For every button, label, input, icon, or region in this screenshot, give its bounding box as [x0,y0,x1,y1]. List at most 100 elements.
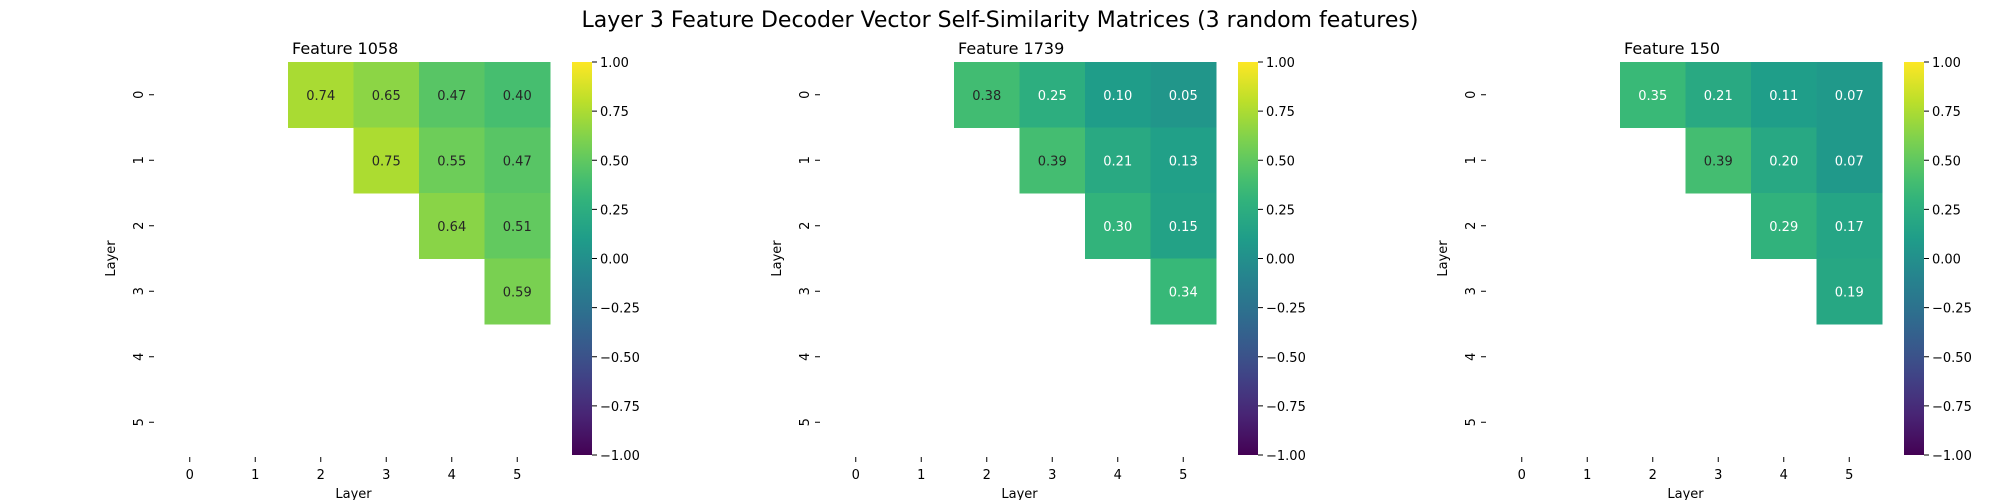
heatmap-cell [1019,62,1086,128]
heatmap-cell [1816,258,1883,325]
colorbar-tick-label: 0.25 [1266,203,1295,218]
heatmap-cell [1685,127,1752,194]
colorbar-tick-label: −0.25 [1932,302,1972,317]
heatmap-cell [1751,193,1817,259]
cell-value-label: 0.21 [1704,89,1733,104]
y-tick-label: 1 [132,156,147,164]
cell-value-label: 0.20 [1769,154,1798,169]
x-tick-label: 0 [852,468,860,483]
cell-value-label: 0.30 [1103,220,1132,235]
y-tick-label: 5 [132,418,147,426]
colorbar-tick-label: 0.50 [1266,154,1295,169]
heatmap-cell [954,62,1020,128]
cell-value-label: 0.07 [1835,89,1864,104]
colorbar-tick-label: 1.00 [600,56,629,71]
x-tick-label: 5 [1845,468,1853,483]
heatmap-cell [1685,62,1752,128]
cell-value-label: 0.15 [1169,220,1198,235]
y-tick-label: 1 [798,156,813,164]
x-tick-label: 2 [1649,468,1657,483]
heatmap-cell [484,193,551,259]
cell-value-label: 0.13 [1169,154,1198,169]
cell-value-label: 0.17 [1835,220,1864,235]
cell-value-label: 0.34 [1169,285,1198,300]
colorbar-tick-label: −0.25 [1266,302,1306,317]
colorbar-tick-label: 1.00 [1266,56,1295,71]
heatmap-cell [419,193,485,259]
panel-title: Feature 1739 [958,39,1064,58]
heatmap-cell [1019,127,1086,194]
x-axis-label: Layer [1001,487,1038,500]
x-tick-label: 5 [1179,468,1187,483]
colorbar-tick-label: 0.75 [600,105,629,120]
cell-value-label: 0.55 [437,154,466,169]
colorbar-tick-label: −0.25 [600,302,640,317]
colorbar-tick-label: −1.00 [1932,449,1972,464]
colorbar-tick-label: −0.75 [600,400,640,415]
colorbar-tick-label: −0.50 [1932,351,1972,366]
heatmap-cell [1150,127,1217,194]
x-axis-label: Layer [1667,487,1704,500]
colorbar-tick-label: 0.00 [1266,253,1295,268]
cell-value-label: 0.05 [1169,89,1198,104]
cell-value-label: 0.35 [1638,89,1667,104]
heatmap-panel: Feature 150 0.35 0.21 0.11 0.07 0.39 0.20 0.07 0… [1436,39,1972,500]
heatmap-cell [419,127,485,194]
cell-value-label: 0.11 [1769,89,1798,104]
x-tick-label: 2 [317,468,325,483]
colorbar-tick-label: 0.25 [1932,203,1961,218]
heatmap-cell [1085,62,1151,128]
cell-value-label: 0.21 [1103,154,1132,169]
cell-value-label: 0.25 [1038,89,1067,104]
heatmap-panel: Feature 1058 0.74 0.65 0.47 0.40 0.75 0.55 0.47… [104,39,640,500]
cell-value-label: 0.64 [437,220,466,235]
cell-value-label: 0.07 [1835,154,1864,169]
colorbar-tick-label: −0.75 [1932,400,1972,415]
heatmap-cell [1816,193,1883,259]
y-tick-label: 5 [1464,418,1479,426]
x-tick-label: 1 [917,468,925,483]
cell-value-label: 0.40 [503,89,532,104]
y-tick-label: 0 [132,91,147,99]
x-tick-label: 1 [251,468,259,483]
panels: Feature 1058 0.74 0.65 0.47 0.40 0.75 0.55 0.47… [104,39,1972,500]
heatmap-cell [1816,62,1883,128]
y-tick-label: 0 [1464,91,1479,99]
y-tick-label: 3 [798,287,813,295]
x-axis-label: Layer [335,487,372,500]
heatmap-cell [353,62,420,128]
cell-value-label: 0.74 [306,89,335,104]
y-tick-label: 1 [1464,156,1479,164]
heatmap-cell [288,62,354,128]
colorbar [1904,62,1924,455]
x-tick-label: 3 [1714,468,1722,483]
cell-value-label: 0.10 [1103,89,1132,104]
colorbar-tick-label: 0.50 [600,154,629,169]
y-tick-label: 4 [798,353,813,361]
colorbar-tick-label: 0.25 [600,203,629,218]
heatmap-cell [1150,193,1217,259]
heatmap-cell [419,62,485,128]
heatmap-cell [1751,62,1817,128]
y-tick-label: 3 [132,287,147,295]
heatmap-cell [1620,62,1686,128]
colorbar-tick-label: −0.50 [1266,351,1306,366]
x-tick-label: 3 [382,468,390,483]
y-axis-label: Layer [1436,240,1451,277]
heatmap-cell [484,62,551,128]
colorbar [1238,62,1258,455]
x-tick-label: 2 [983,468,991,483]
cell-value-label: 0.75 [372,154,401,169]
cell-value-label: 0.47 [503,154,532,169]
heatmap-cell [1816,127,1883,194]
heatmap-panel: Feature 1739 0.38 0.25 0.10 0.05 0.39 0.21 0.13… [770,39,1306,500]
heatmap-cell [1085,193,1151,259]
y-tick-label: 0 [798,91,813,99]
cell-value-label: 0.29 [1769,220,1798,235]
colorbar-tick-label: −1.00 [600,449,640,464]
colorbar-tick-label: 0.00 [1932,253,1961,268]
cell-value-label: 0.39 [1038,154,1067,169]
heatmap-cell [353,127,420,194]
x-tick-label: 0 [186,468,194,483]
